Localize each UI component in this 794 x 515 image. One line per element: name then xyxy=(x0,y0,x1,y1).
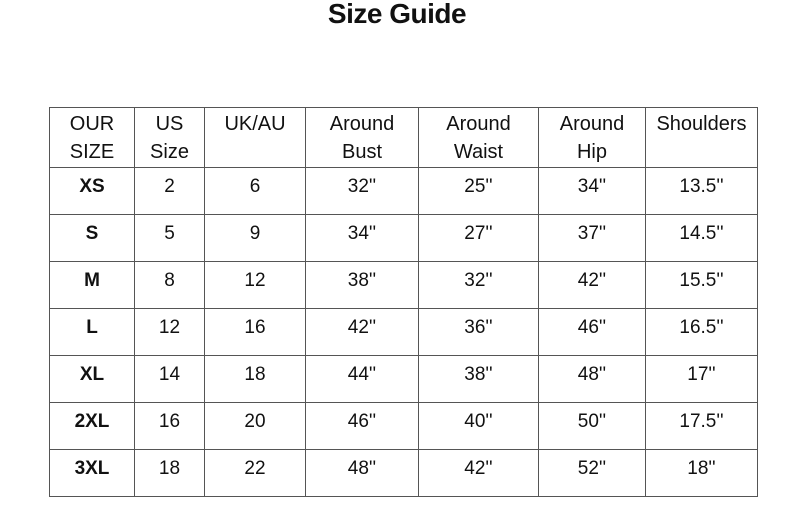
table-cell: 14.5'' xyxy=(645,214,758,262)
column-header-line: OUR xyxy=(69,113,115,135)
table-cell: 37'' xyxy=(538,214,646,262)
column-header-line: US xyxy=(155,113,184,135)
table-cell: 12 xyxy=(134,308,205,356)
size-label-cell: XS xyxy=(49,167,135,215)
table-cell: 46'' xyxy=(538,308,646,356)
table-cell: 48'' xyxy=(538,355,646,403)
table-cell: 9 xyxy=(204,214,306,262)
column-header-line: Hip xyxy=(576,141,607,163)
size-label-cell: L xyxy=(49,308,135,356)
column-header: OUR SIZE xyxy=(49,107,135,168)
table-row: 2XL 16 20 46'' 40'' 50'' 17.5'' xyxy=(49,402,758,450)
column-header-line: SIZE xyxy=(69,141,115,163)
table-row: XL 14 18 44'' 38'' 48'' 17'' xyxy=(49,355,758,403)
column-header: Around Hip xyxy=(538,107,646,168)
size-guide-table: OUR SIZE US Size UK/AU Around Bust Around Waist A… xyxy=(49,107,758,497)
column-header: US Size xyxy=(134,107,205,168)
table-cell: 40'' xyxy=(418,402,539,450)
table-row: L 12 16 42'' 36'' 46'' 16.5'' xyxy=(49,308,758,356)
table-cell: 16 xyxy=(134,402,205,450)
column-header-line: Shoulders xyxy=(656,113,747,135)
table-cell: 32'' xyxy=(418,261,539,309)
table-cell: 17.5'' xyxy=(645,402,758,450)
table-cell: 15.5'' xyxy=(645,261,758,309)
table-cell: 16.5'' xyxy=(645,308,758,356)
size-label-cell: 2XL xyxy=(49,402,135,450)
table-cell: 34'' xyxy=(538,167,646,215)
column-header: UK/AU xyxy=(204,107,306,168)
table-cell: 52'' xyxy=(538,449,646,497)
table-cell: 48'' xyxy=(305,449,419,497)
table-header-row: OUR SIZE US Size UK/AU Around Bust Around Waist A… xyxy=(49,107,758,168)
table-cell: 20 xyxy=(204,402,306,450)
table-cell: 12 xyxy=(204,261,306,309)
table-cell: 18 xyxy=(134,449,205,497)
table-cell: 38'' xyxy=(418,355,539,403)
page-title: Size Guide xyxy=(327,0,467,29)
table-cell: 32'' xyxy=(305,167,419,215)
table-cell: 18 xyxy=(204,355,306,403)
table-cell: 18'' xyxy=(645,449,758,497)
column-header-line: Around xyxy=(446,113,511,135)
table-cell: 34'' xyxy=(305,214,419,262)
size-label-cell: XL xyxy=(49,355,135,403)
table-cell: 2 xyxy=(134,167,205,215)
table-row: S 5 9 34'' 27'' 37'' 14.5'' xyxy=(49,214,758,262)
table-row: M 8 12 38'' 32'' 42'' 15.5'' xyxy=(49,261,758,309)
table-row: 3XL 18 22 48'' 42'' 52'' 18'' xyxy=(49,449,758,497)
table-cell: 16 xyxy=(204,308,306,356)
table-cell: 50'' xyxy=(538,402,646,450)
column-header: Around Waist xyxy=(418,107,539,168)
table-cell: 42'' xyxy=(538,261,646,309)
table-cell: 13.5'' xyxy=(645,167,758,215)
table-cell: 25'' xyxy=(418,167,539,215)
column-header-line: Waist xyxy=(453,141,504,163)
column-header-line: UK/AU xyxy=(224,113,286,135)
table-cell: 17'' xyxy=(645,355,758,403)
table-cell: 46'' xyxy=(305,402,419,450)
table-cell: 36'' xyxy=(418,308,539,356)
table-cell: 22 xyxy=(204,449,306,497)
table-cell: 42'' xyxy=(305,308,419,356)
table-cell: 5 xyxy=(134,214,205,262)
column-header-line: Around xyxy=(559,113,625,135)
size-label-cell: 3XL xyxy=(49,449,135,497)
column-header-line: Bust xyxy=(341,141,383,163)
table-cell: 8 xyxy=(134,261,205,309)
table-cell: 44'' xyxy=(305,355,419,403)
table-row: XS 2 6 32'' 25'' 34'' 13.5'' xyxy=(49,167,758,215)
table-cell: 42'' xyxy=(418,449,539,497)
table-cell: 38'' xyxy=(305,261,419,309)
column-header: Around Bust xyxy=(305,107,419,168)
size-label-cell: S xyxy=(49,214,135,262)
size-label-cell: M xyxy=(49,261,135,309)
column-header-line: Size xyxy=(150,141,189,163)
column-header: Shoulders xyxy=(645,107,758,168)
table-cell: 27'' xyxy=(418,214,539,262)
column-header-line: Around xyxy=(329,113,395,135)
table-cell: 14 xyxy=(134,355,205,403)
table-cell: 6 xyxy=(204,167,306,215)
